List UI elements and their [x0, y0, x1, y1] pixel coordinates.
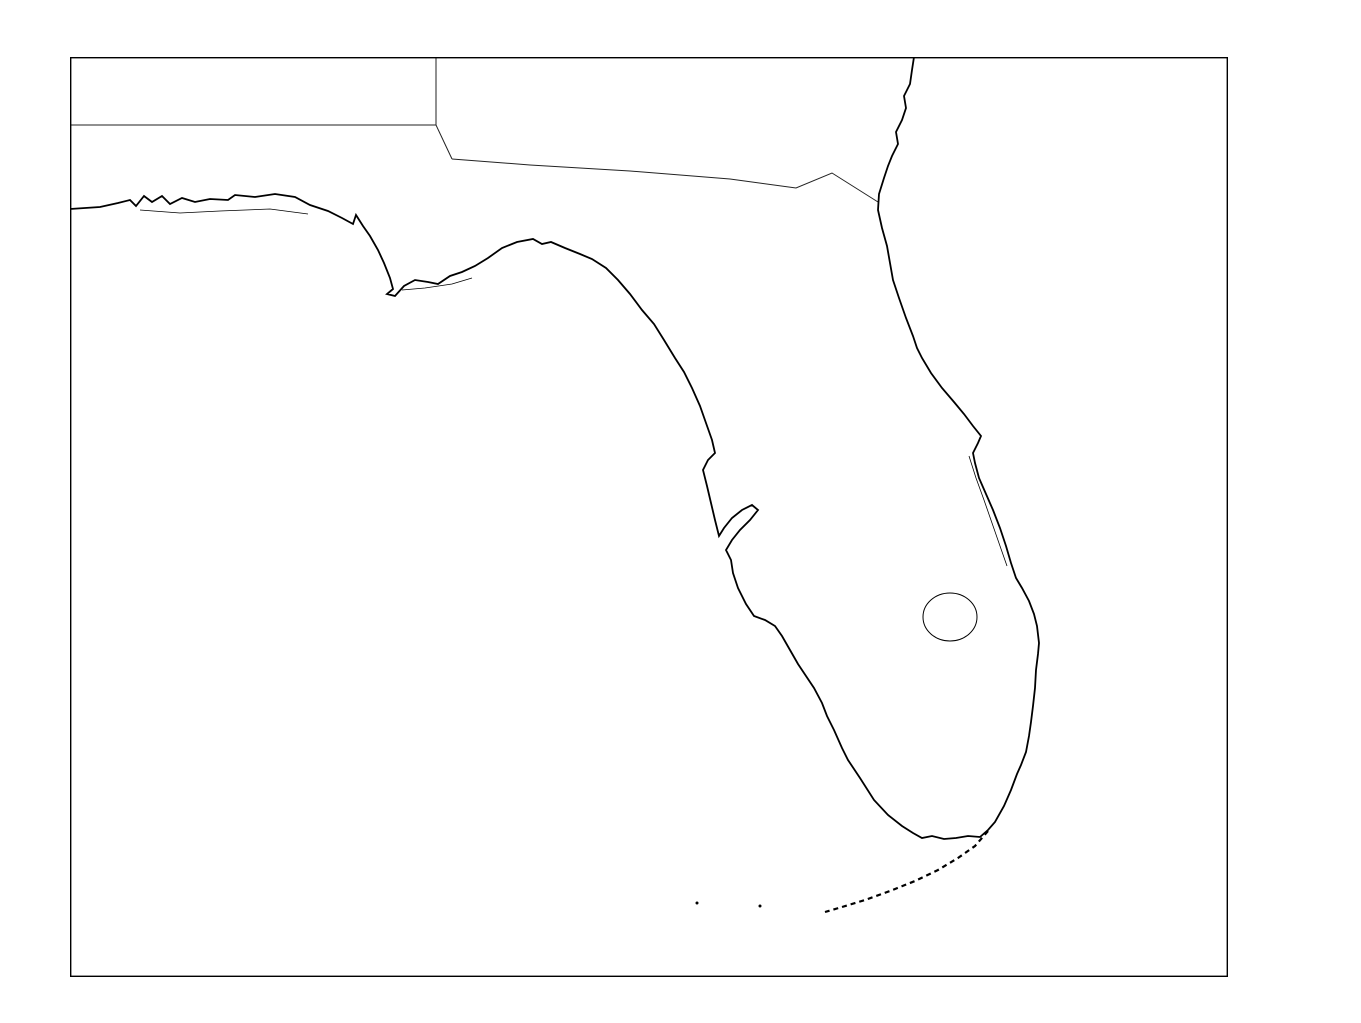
barrier-island-panhandle	[139, 208, 309, 215]
coastline	[69, 56, 1040, 914]
islet-dot	[695, 901, 699, 905]
precip-map-svg	[69, 56, 1228, 977]
ocean-background	[70, 57, 1228, 977]
indian-river-lagoon	[968, 455, 1008, 567]
map-panel	[69, 56, 1228, 977]
islet-dot	[758, 904, 762, 908]
state-borders	[70, 57, 879, 203]
map-frame	[69, 56, 1228, 977]
barrier-island-apalachicola	[401, 277, 473, 291]
lake-okeechobee	[922, 592, 978, 642]
colorbar	[1245, 278, 1361, 778]
